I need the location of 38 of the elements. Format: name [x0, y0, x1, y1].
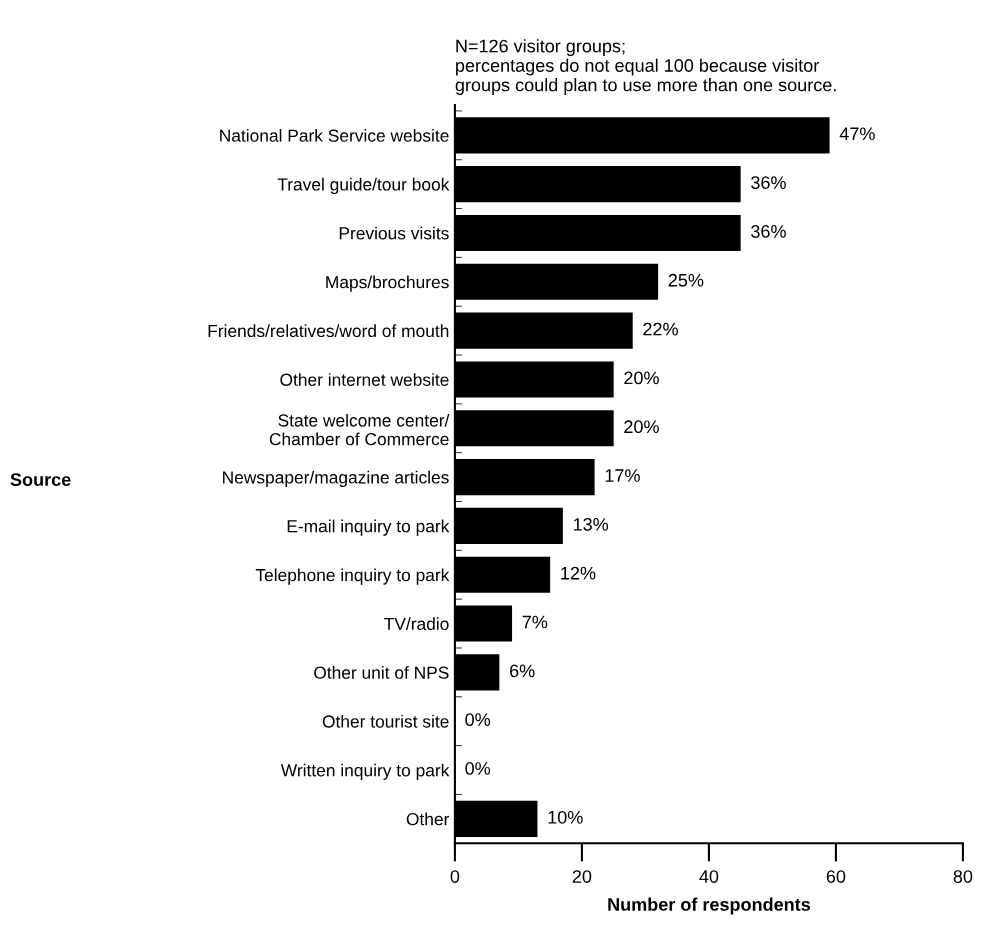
annotation: 17%	[605, 469, 640, 482]
x-tick-label: 60	[826, 870, 846, 883]
y-tick-label: E-mail inquiry to park	[287, 519, 450, 536]
y-tick-label: Newspaper/magazine articles	[223, 470, 449, 487]
annotation: 36%	[751, 176, 786, 189]
annotation: 36%	[751, 225, 786, 238]
y-tick-label: Maps/brochures	[326, 275, 449, 292]
annotation: 13%	[573, 517, 609, 531]
y-tick-label: Written inquiry to park	[280, 763, 450, 780]
annotation: 6%	[510, 664, 535, 678]
y-tick-label: Other unit of NPS	[314, 666, 449, 679]
text: Source	[10, 473, 71, 487]
annotation: 25%	[668, 273, 704, 287]
annotation: 7%	[522, 615, 548, 629]
y-tick-label: Other	[406, 812, 450, 826]
x-axis-title: Number of respondents	[608, 897, 810, 915]
annotation: 20%	[624, 420, 659, 434]
y-tick-label: Telephone inquiry to park	[255, 568, 450, 585]
y-tick-label: Previous visits	[339, 226, 449, 240]
x-tick-label: 80	[953, 870, 973, 883]
y-tick-label: TV/radio	[384, 617, 449, 631]
x-tick-label: 20	[572, 870, 592, 883]
annotation: 12%	[561, 566, 596, 580]
y-tick-label: Other internet website	[280, 373, 449, 386]
x-tick-label: 40	[699, 870, 719, 883]
chart-title: N=126 visitor groups; percentages do not equal 100 because visitor groups could plan to use more than one source.	[455, 39, 836, 95]
annotation: 0%	[465, 762, 491, 775]
annotation: 0%	[465, 713, 491, 727]
y-tick-label: State welcome center/ Chamber of Commerce	[269, 413, 450, 446]
annotation: 47%	[839, 127, 875, 141]
y-tick-label: Other tourist site	[322, 714, 449, 728]
y-tick-label: Friends/relatives/word of mouth	[208, 324, 449, 338]
x-tick-label: 0	[450, 870, 460, 883]
y-tick-label: National Park Service website	[220, 129, 449, 142]
y-tick-label: Travel guide/tour book	[277, 177, 450, 195]
annotation: 22%	[643, 322, 678, 336]
annotation: 10%	[548, 810, 583, 824]
annotation: 20%	[624, 371, 659, 385]
